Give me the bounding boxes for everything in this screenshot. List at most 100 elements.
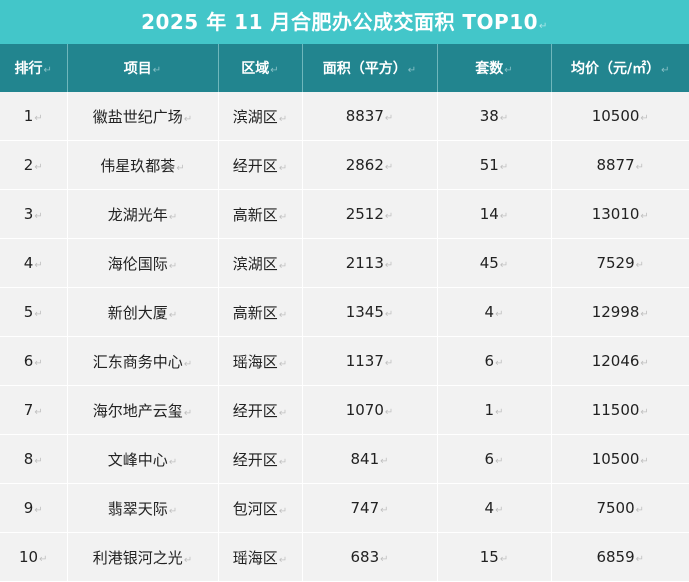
header-area: 面积（平方）↵ xyxy=(302,44,438,92)
area-cell: 8837↵ xyxy=(302,92,438,141)
district-cell: 包河区↵ xyxy=(218,483,303,533)
avg-price-cell-value: 12046 xyxy=(591,352,640,370)
header-project: 项目↵ xyxy=(67,44,219,92)
rank-cell-value: 3 xyxy=(23,205,34,223)
district-cell: 高新区↵ xyxy=(218,189,303,239)
paragraph-mark-icon: ↵ xyxy=(499,113,509,124)
paragraph-mark-icon: ↵ xyxy=(34,505,43,516)
area-cell-value: 2512 xyxy=(345,205,384,223)
avg-price-cell-value: 13010 xyxy=(591,205,640,223)
district-cell: 滨湖区↵ xyxy=(218,92,303,141)
rank-cell-value: 6 xyxy=(23,352,34,370)
paragraph-mark-icon: ↵ xyxy=(640,407,649,418)
paragraph-mark-icon: ↵ xyxy=(640,456,649,467)
avg-price-cell: 11500↵ xyxy=(551,385,689,435)
rank-cell-value: 9 xyxy=(23,499,34,517)
paragraph-mark-icon: ↵ xyxy=(278,358,288,370)
project-cell-value: 海尔地产云玺 xyxy=(92,401,183,420)
paragraph-mark-icon: ↵ xyxy=(183,407,193,419)
rank-cell: 8↵ xyxy=(0,434,68,484)
units-cell-value: 4 xyxy=(484,303,495,321)
paragraph-mark-icon: ↵ xyxy=(270,65,279,76)
paragraph-mark-icon: ↵ xyxy=(278,113,288,125)
area-cell: 2862↵ xyxy=(302,140,438,190)
avg-price-cell: 8877↵ xyxy=(551,140,689,190)
units-cell: 45↵ xyxy=(437,238,552,288)
paragraph-mark-icon: ↵ xyxy=(168,211,178,223)
header-rank-label: 排行 xyxy=(14,61,43,77)
district-cell-value: 高新区 xyxy=(232,303,278,322)
units-cell-value: 14 xyxy=(479,205,499,223)
table-row: 10↵ 利港银河之光↵ 瑶海区↵ 683↵ 15↵ 6859↵ xyxy=(0,532,689,582)
project-cell: 文峰中心↵ xyxy=(67,434,219,484)
district-cell: 瑶海区↵ xyxy=(218,532,303,582)
area-cell: 683↵ xyxy=(302,532,438,582)
paragraph-mark-icon: ↵ xyxy=(168,260,178,272)
paragraph-mark-icon: ↵ xyxy=(495,358,504,369)
paragraph-mark-icon: ↵ xyxy=(34,162,43,173)
project-cell-value: 翡翠天际 xyxy=(107,499,168,518)
rank-cell-value: 5 xyxy=(23,303,34,321)
area-cell: 2512↵ xyxy=(302,189,438,239)
project-cell: 海伦国际↵ xyxy=(67,238,219,288)
project-cell-value: 海伦国际 xyxy=(107,254,168,273)
table-row: 9↵ 翡翠天际↵ 包河区↵ 747↵ 4↵ 7500↵ xyxy=(0,483,689,533)
units-cell-value: 6 xyxy=(484,450,495,468)
header-project-label: 项目 xyxy=(123,61,152,77)
header-avg-price: 均价（元/㎡）↵ xyxy=(551,44,689,92)
district-cell-value: 经开区 xyxy=(232,401,278,420)
units-cell: 4↵ xyxy=(437,483,552,533)
paragraph-mark-icon: ↵ xyxy=(635,260,645,271)
paragraph-mark-icon: ↵ xyxy=(278,162,288,174)
paragraph-mark-icon: ↵ xyxy=(278,554,288,566)
paragraph-mark-icon: ↵ xyxy=(34,260,43,271)
area-cell-value: 1070 xyxy=(345,401,384,419)
paragraph-mark-icon: ↵ xyxy=(43,65,52,76)
area-cell-value: 683 xyxy=(350,548,380,566)
rank-cell: 2↵ xyxy=(0,140,68,190)
area-cell: 841↵ xyxy=(302,434,438,484)
paragraph-mark-icon: ↵ xyxy=(384,407,394,418)
paragraph-mark-icon: ↵ xyxy=(495,309,504,320)
project-cell: 海尔地产云玺↵ xyxy=(67,385,219,435)
district-cell: 瑶海区↵ xyxy=(218,336,303,386)
avg-price-cell-value: 6859 xyxy=(596,548,635,566)
table-row: 6↵ 汇东商务中心↵ 瑶海区↵ 1137↵ 6↵ 12046↵ xyxy=(0,336,689,386)
paragraph-mark-icon: ↵ xyxy=(34,211,43,222)
paragraph-mark-icon: ↵ xyxy=(34,456,43,467)
paragraph-mark-icon: ↵ xyxy=(384,309,394,320)
units-cell: 6↵ xyxy=(437,434,552,484)
paragraph-mark-icon: ↵ xyxy=(278,505,288,517)
district-cell-value: 高新区 xyxy=(232,205,278,224)
rank-cell: 9↵ xyxy=(0,483,68,533)
avg-price-cell-value: 12998 xyxy=(591,303,640,321)
units-cell: 6↵ xyxy=(437,336,552,386)
rank-cell-value: 2 xyxy=(23,156,34,174)
paragraph-mark-icon: ↵ xyxy=(168,505,178,517)
paragraph-mark-icon: ↵ xyxy=(539,21,548,32)
avg-price-cell: 12998↵ xyxy=(551,287,689,337)
project-cell: 龙湖光年↵ xyxy=(67,189,219,239)
table-row: 2↵ 伟星玖都荟↵ 经开区↵ 2862↵ 51↵ 8877↵ xyxy=(0,140,689,190)
area-cell-value: 841 xyxy=(350,450,380,468)
paragraph-mark-icon: ↵ xyxy=(278,309,288,321)
area-cell: 747↵ xyxy=(302,483,438,533)
units-cell: 38↵ xyxy=(437,92,552,141)
district-cell-value: 经开区 xyxy=(232,156,278,175)
header-units-label: 套数 xyxy=(475,61,504,77)
district-cell-value: 瑶海区 xyxy=(232,352,278,371)
header-rank: 排行↵ xyxy=(0,44,68,92)
rank-cell: 4↵ xyxy=(0,238,68,288)
paragraph-mark-icon: ↵ xyxy=(640,211,649,222)
paragraph-mark-icon: ↵ xyxy=(384,211,394,222)
paragraph-mark-icon: ↵ xyxy=(152,65,162,76)
table-title: 2025 年 11 月合肥办公成交面积 TOP10↵ xyxy=(0,0,689,44)
paragraph-mark-icon: ↵ xyxy=(380,456,389,467)
avg-price-cell: 7529↵ xyxy=(551,238,689,288)
rank-cell-value: 10 xyxy=(19,548,39,566)
avg-price-cell: 6859↵ xyxy=(551,532,689,582)
paragraph-mark-icon: ↵ xyxy=(278,407,288,419)
area-cell-value: 2113 xyxy=(345,254,384,272)
units-cell: 14↵ xyxy=(437,189,552,239)
